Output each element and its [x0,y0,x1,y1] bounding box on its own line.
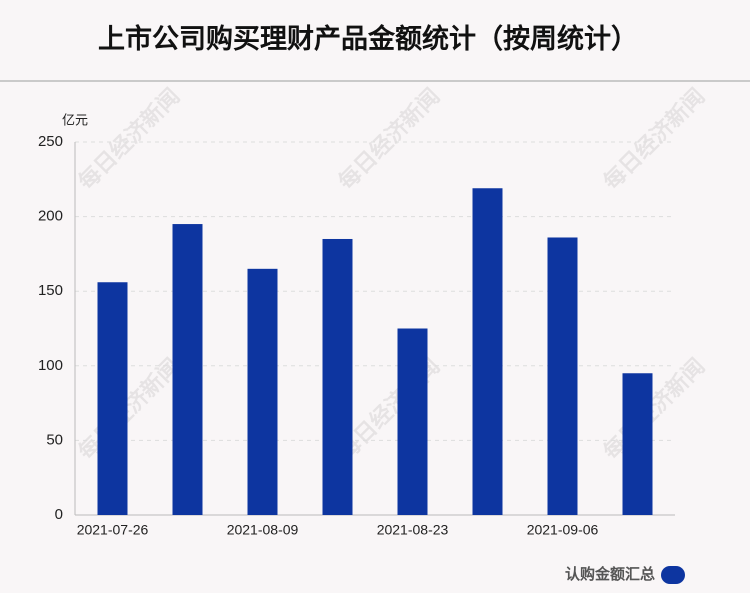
y-tick-label: 200 [38,208,63,225]
bar [622,373,653,515]
y-tick-label: 100 [38,357,63,374]
x-tick-label: 2021-08-23 [377,522,449,538]
x-tick-label: 2021-07-26 [77,522,149,538]
bar [322,238,353,516]
y-tick-label: 50 [46,431,63,448]
bar [472,188,503,515]
y-tick-label: 250 [38,133,63,150]
bar [547,237,578,515]
bar [97,282,128,515]
legend-swatch [661,566,685,584]
y-tick-label: 150 [38,282,63,299]
y-tick-label: 0 [55,506,63,523]
x-tick-label: 2021-08-09 [227,522,299,538]
y-unit: 亿元 [62,112,88,127]
legend-label: 认购金额汇总 [565,565,655,583]
bar [247,268,278,515]
bar [397,328,428,515]
bar [172,224,203,515]
x-tick-label: 2021-09-06 [527,522,599,538]
chart-title: 上市公司购买理财产品金额统计（按周统计） [98,23,638,54]
